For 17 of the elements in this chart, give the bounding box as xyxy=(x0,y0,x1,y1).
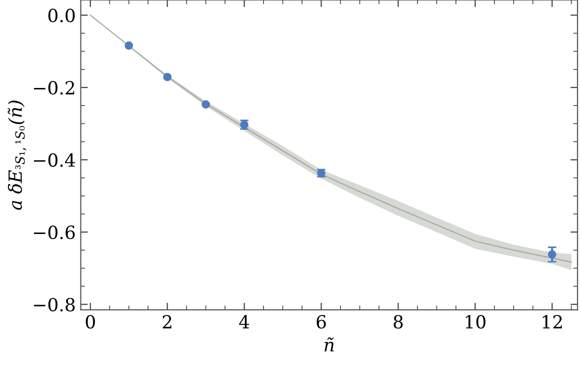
y-tick-label: −0.4 xyxy=(34,153,75,167)
x-tick-label: 8 xyxy=(394,314,403,329)
x-tick-label: 6 xyxy=(316,314,326,329)
x-tick-label: 12 xyxy=(542,314,562,328)
point xyxy=(163,72,172,82)
y-tick-label: 0.0 xyxy=(48,8,75,22)
y-tick-label: −0.6 xyxy=(34,226,75,240)
point xyxy=(124,41,134,50)
x-tick-label: 0 xyxy=(86,314,95,329)
x-axis-title: ñ xyxy=(324,337,334,352)
y-axis-title: a δE$_{³S₁,¹S₀}$(ñ) xyxy=(8,100,26,210)
x-tick-label: 4 xyxy=(239,314,250,328)
point xyxy=(202,100,210,109)
x-tick-label: 10 xyxy=(466,314,486,329)
y-tick-label: −0.2 xyxy=(34,80,74,95)
y-tick-label: −0.8 xyxy=(34,298,75,312)
x-tick-label: 2 xyxy=(162,314,172,328)
